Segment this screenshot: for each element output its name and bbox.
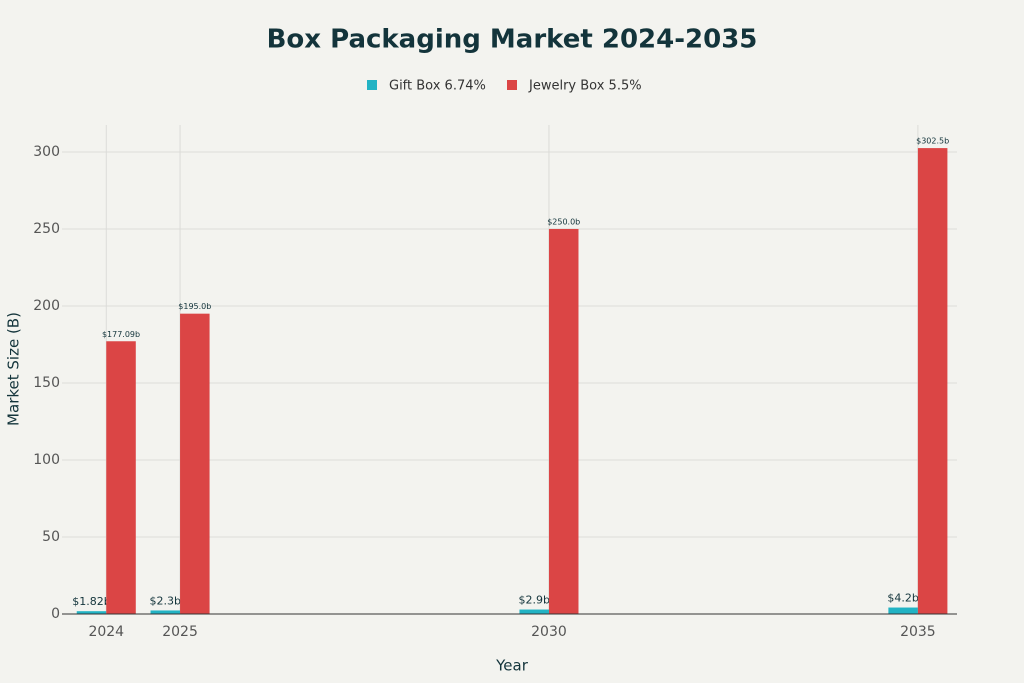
y-tick-label: 250 <box>33 221 60 237</box>
legend-label: Gift Box 6.74% <box>389 79 486 94</box>
data-label: $195.0b <box>178 302 211 311</box>
legend-swatch <box>507 80 517 90</box>
y-tick-label: 300 <box>33 144 60 160</box>
x-axis-label: Year <box>495 657 529 675</box>
y-tick-label: 50 <box>42 529 60 545</box>
chart-title: Box Packaging Market 2024-2035 <box>267 25 758 55</box>
y-tick-label: 200 <box>33 298 60 314</box>
bar <box>888 607 918 614</box>
legend-label: Jewelry Box 5.5% <box>528 79 642 94</box>
bar <box>548 228 579 614</box>
x-tick-label: 2030 <box>531 624 567 640</box>
data-label: $177.09b <box>102 330 140 339</box>
bar <box>519 609 549 614</box>
bar <box>76 611 107 614</box>
y-tick-label: 0 <box>51 606 60 622</box>
bar <box>180 313 210 614</box>
data-label: $4.2b <box>887 592 918 605</box>
bar <box>917 148 948 614</box>
y-tick-label: 150 <box>33 375 60 391</box>
data-label: $250.0b <box>547 217 580 226</box>
data-label: $2.9b <box>518 594 549 607</box>
y-axis-label: Market Size (B) <box>5 312 23 426</box>
legend-swatch <box>367 80 377 90</box>
data-label: $1.82b <box>72 595 110 608</box>
y-tick-label: 100 <box>33 452 60 468</box>
x-tick-label: 2035 <box>900 624 936 640</box>
data-label: $302.5b <box>916 137 949 146</box>
data-label: $2.3b <box>150 594 181 607</box>
x-tick-label: 2025 <box>162 624 198 640</box>
bar <box>150 610 181 614</box>
x-tick-label: 2024 <box>88 624 124 640</box>
bar <box>106 341 136 614</box>
